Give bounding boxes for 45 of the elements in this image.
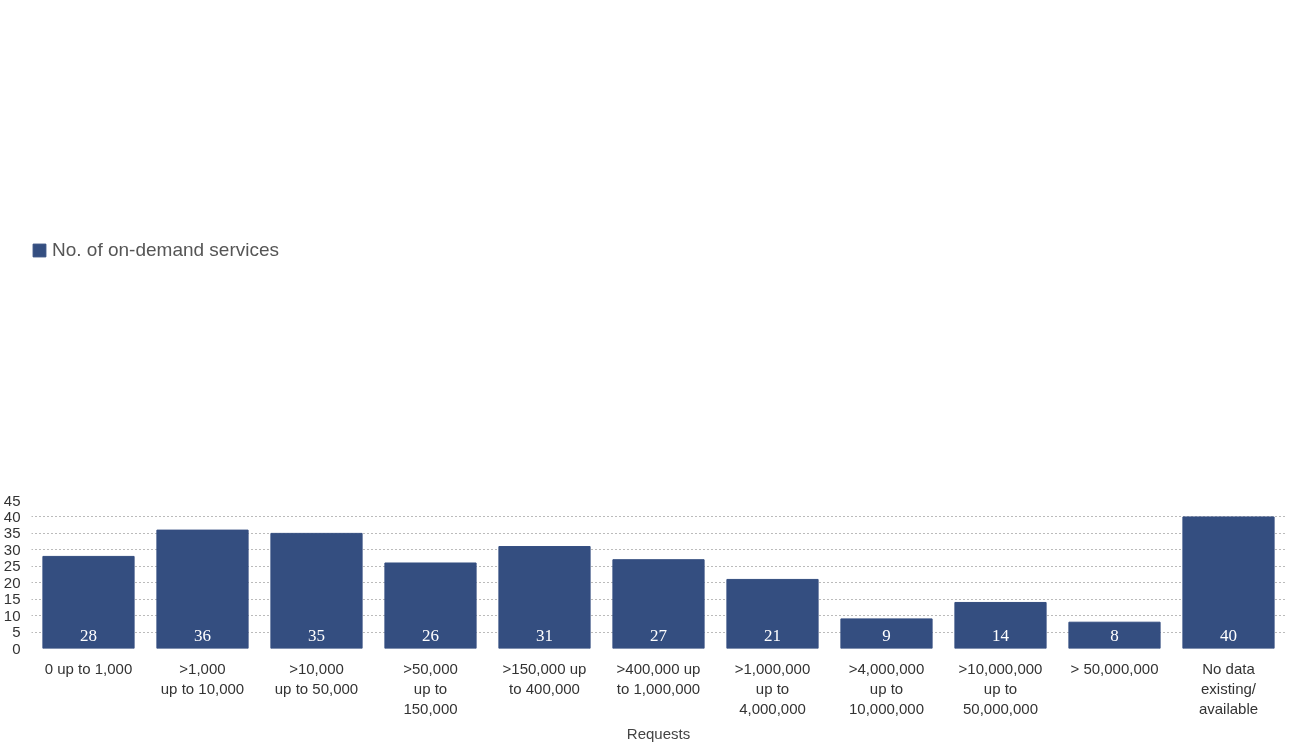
bar (156, 529, 249, 649)
y-tick-label: 25 (3, 557, 21, 575)
y-tick-label: 5 (12, 623, 21, 641)
y-tick-label: 15 (3, 590, 21, 608)
x-axis-title: Requests (626, 725, 691, 743)
data-label: 36 (194, 625, 211, 645)
data-label: 8 (1110, 625, 1119, 645)
bar (840, 618, 933, 649)
x-tick-label: >50,000 up to 150,000 (403, 659, 458, 718)
x-tick-label: >400,000 up to 1,000,000 (616, 659, 701, 697)
bar (270, 532, 363, 649)
bar (384, 562, 477, 649)
bar (1068, 621, 1161, 649)
bar (1182, 516, 1275, 649)
x-tick-label: No data existing/ available (1198, 659, 1259, 718)
data-label: 31 (536, 625, 553, 645)
data-label: 14 (992, 625, 1010, 645)
y-tick-label: 10 (3, 606, 21, 624)
data-label: 27 (650, 625, 668, 645)
data-label: 26 (422, 625, 439, 645)
bar (498, 546, 591, 649)
bar (726, 578, 819, 649)
data-label: 9 (882, 625, 891, 645)
data-label: 40 (1220, 625, 1237, 645)
bar (612, 559, 705, 649)
x-tick-label: >1,000,000 up to 4,000,000 (734, 659, 811, 718)
y-tick-label: 30 (3, 540, 21, 558)
y-tick-label: 0 (12, 639, 21, 657)
y-tick-label: 40 (3, 507, 21, 525)
x-tick-label: > 50,000,000 (1070, 659, 1159, 677)
bar (42, 555, 135, 649)
x-tick-label: 0 up to 1,000 (44, 659, 133, 677)
y-tick-label: 20 (3, 573, 21, 591)
x-tick-label: >10,000 up to 50,000 (274, 659, 359, 697)
x-tick-label: >10,000,000 up to 50,000,000 (958, 659, 1043, 718)
data-label: 21 (764, 625, 781, 645)
x-tick-label: >150,000 up to 400,000 (502, 659, 587, 697)
y-tick-label: 45 (3, 491, 21, 509)
data-label: 35 (308, 625, 325, 645)
y-tick-label: 35 (3, 524, 21, 542)
legend-label: No. of on-demand services (52, 239, 280, 261)
data-label: 28 (80, 625, 97, 645)
x-tick-label: >1,000 up to 10,000 (160, 659, 245, 697)
x-tick-label: >4,000,000 up to 10,000,000 (848, 659, 925, 718)
bar (954, 601, 1047, 649)
